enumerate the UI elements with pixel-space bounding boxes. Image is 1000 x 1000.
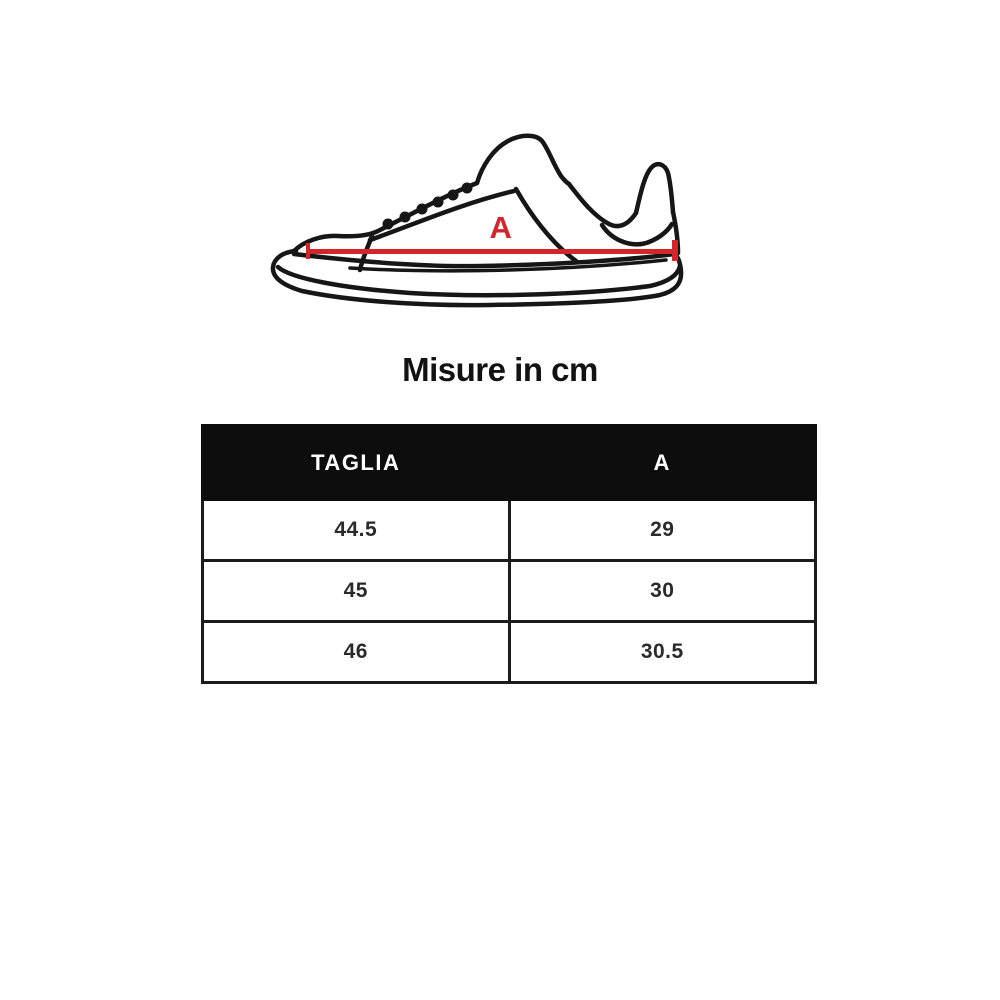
shoe-measurement-diagram: A <box>0 0 1000 350</box>
header-cell-a: A <box>507 424 817 501</box>
table-row: 45 30 <box>201 559 817 623</box>
size-cell: 46 <box>201 620 511 684</box>
measurement-endcap-right <box>672 240 678 261</box>
sneaker-side-outline-icon <box>270 133 684 308</box>
measurement-bar <box>307 249 675 254</box>
lace-eyelets <box>382 182 473 230</box>
value-cell: 30.5 <box>507 620 817 684</box>
size-table: TAGLIA A 44.5 29 45 30 46 30.5 <box>201 424 817 684</box>
value-cell: 29 <box>507 498 817 562</box>
table-row: 46 30.5 <box>201 620 817 684</box>
page-title: Misure in cm <box>402 351 598 388</box>
measurement-line-a <box>306 239 678 263</box>
size-cell: 45 <box>201 559 511 623</box>
size-cell: 44.5 <box>201 498 511 562</box>
table-header-row: TAGLIA A <box>201 424 817 501</box>
header-cell-taglia: TAGLIA <box>201 424 511 501</box>
measurement-label: A <box>489 210 513 245</box>
value-cell: 30 <box>507 559 817 623</box>
table-row: 44.5 29 <box>201 498 817 562</box>
